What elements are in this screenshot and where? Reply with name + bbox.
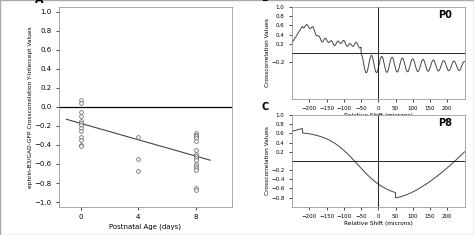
Text: B: B — [261, 0, 268, 3]
Point — [77, 126, 84, 130]
Point — [192, 186, 200, 190]
Text: A: A — [35, 0, 44, 5]
Point — [77, 129, 84, 133]
Point — [77, 101, 84, 105]
X-axis label: Relative Shift (microns): Relative Shift (microns) — [344, 113, 413, 118]
Text: P8: P8 — [438, 118, 453, 128]
Point — [77, 98, 84, 102]
Y-axis label: ephrin-B3/GAD-GFP Crosscorrelation Y-Intercept Values: ephrin-B3/GAD-GFP Crosscorrelation Y-Int… — [28, 26, 33, 188]
Point — [192, 168, 200, 172]
Point — [77, 138, 84, 142]
Point — [192, 162, 200, 166]
Text: P0: P0 — [438, 10, 453, 20]
Point — [77, 114, 84, 118]
Point — [192, 131, 200, 134]
Point — [77, 136, 84, 139]
Point — [192, 166, 200, 170]
X-axis label: Relative Shift (microns): Relative Shift (microns) — [344, 221, 413, 226]
Text: C: C — [261, 102, 268, 111]
Point — [77, 143, 84, 147]
Point — [77, 119, 84, 123]
Point — [135, 157, 142, 161]
Point — [77, 144, 84, 148]
Point — [192, 134, 200, 138]
Point — [135, 136, 142, 139]
Point — [192, 158, 200, 162]
Y-axis label: Crosscorrelation Values: Crosscorrelation Values — [264, 126, 270, 196]
Point — [192, 139, 200, 143]
Point — [135, 169, 142, 172]
Point — [192, 137, 200, 140]
Point — [192, 148, 200, 152]
Point — [192, 164, 200, 168]
X-axis label: Postnatal Age (days): Postnatal Age (days) — [109, 223, 182, 230]
Y-axis label: Crosscorrelation Values: Crosscorrelation Values — [264, 18, 270, 87]
Point — [77, 123, 84, 127]
Point — [77, 110, 84, 114]
Point — [192, 153, 200, 156]
Point — [192, 157, 200, 160]
Point — [192, 133, 200, 136]
Point — [192, 188, 200, 192]
Point — [192, 154, 200, 158]
Point — [77, 121, 84, 125]
